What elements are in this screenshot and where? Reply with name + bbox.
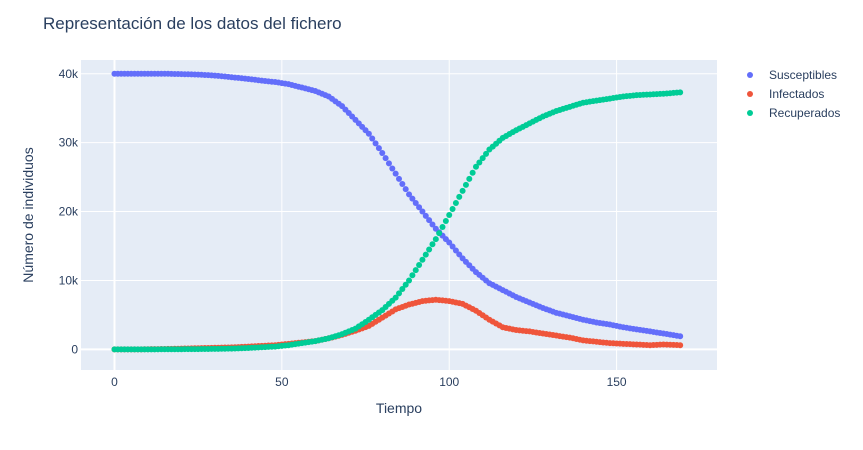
point-susceptibles: [375, 145, 382, 152]
point-recuperados: [472, 163, 479, 170]
point-recuperados: [422, 251, 429, 258]
point-infectados: [677, 342, 684, 349]
point-recuperados: [432, 236, 439, 243]
point-susceptibles: [385, 160, 392, 167]
series-recuperados: [111, 89, 684, 353]
point-susceptibles: [402, 186, 409, 193]
point-susceptibles: [419, 208, 426, 215]
point-susceptibles: [389, 165, 396, 172]
point-susceptibles: [429, 221, 436, 228]
point-recuperados: [419, 256, 426, 263]
legend[interactable]: Susceptibles Infectados Recuperados: [747, 68, 840, 120]
point-susceptibles: [452, 247, 459, 254]
point-recuperados: [442, 218, 449, 225]
point-recuperados: [426, 246, 433, 253]
point-recuperados: [416, 261, 423, 268]
x-tick-label: 150: [607, 375, 627, 389]
x-axis-ticks: 0 50 100 150: [111, 375, 627, 389]
point-susceptibles: [379, 150, 386, 156]
point-recuperados: [483, 150, 490, 157]
legend-label: Infectados: [769, 87, 824, 101]
y-tick-label: 40k: [59, 67, 79, 81]
legend-item-infectados[interactable]: Infectados: [747, 87, 824, 101]
x-tick-label: 100: [439, 375, 459, 389]
point-susceptibles: [677, 333, 684, 340]
point-recuperados: [399, 286, 406, 293]
point-susceptibles: [365, 130, 372, 137]
legend-label: Susceptibles: [769, 68, 837, 82]
point-recuperados: [456, 193, 463, 200]
legend-marker: [747, 72, 753, 78]
point-susceptibles: [372, 140, 379, 147]
point-susceptibles: [456, 251, 463, 258]
point-recuperados: [449, 205, 456, 212]
y-axis-label: Número de individuos: [20, 147, 36, 282]
point-susceptibles: [392, 170, 399, 177]
point-susceptibles: [382, 155, 389, 162]
point-susceptibles: [416, 204, 423, 211]
point-recuperados: [466, 175, 473, 182]
point-recuperados: [469, 169, 476, 176]
point-susceptibles: [409, 195, 416, 202]
chart-title: Representación de los datos del fichero: [43, 14, 342, 33]
y-tick-label: 10k: [59, 273, 79, 287]
point-susceptibles: [446, 239, 453, 246]
y-axis-ticks: 0 10k 20k 30k 40k: [59, 67, 79, 357]
point-susceptibles: [399, 181, 406, 187]
legend-marker: [747, 91, 753, 97]
point-susceptibles: [369, 135, 376, 142]
point-recuperados: [439, 224, 446, 231]
legend-item-recuperados[interactable]: Recuperados: [747, 106, 840, 120]
point-recuperados: [396, 290, 402, 297]
point-recuperados: [446, 212, 453, 218]
plot-area: [81, 60, 717, 370]
point-susceptibles: [426, 217, 433, 224]
point-recuperados: [479, 155, 486, 162]
point-susceptibles: [449, 243, 456, 250]
point-recuperados: [392, 294, 399, 301]
point-recuperados: [677, 89, 684, 96]
x-axis-label: Tiempo: [376, 400, 422, 416]
data-points: [111, 70, 684, 353]
y-tick-label: 0: [71, 342, 78, 356]
y-tick-label: 30k: [59, 136, 79, 150]
legend-item-susceptibles[interactable]: Susceptibles: [747, 68, 837, 82]
point-susceptibles: [406, 191, 413, 198]
point-recuperados: [406, 277, 413, 284]
point-recuperados: [402, 281, 409, 288]
point-recuperados: [436, 230, 443, 237]
point-susceptibles: [412, 199, 419, 206]
point-recuperados: [476, 159, 483, 166]
point-recuperados: [412, 267, 419, 274]
x-tick-label: 0: [111, 375, 118, 389]
series-susceptibles: [111, 70, 684, 340]
point-susceptibles: [422, 212, 429, 219]
point-susceptibles: [396, 175, 402, 182]
point-recuperados: [452, 199, 459, 206]
legend-label: Recuperados: [769, 106, 840, 120]
x-tick-label: 50: [275, 375, 289, 389]
y-tick-label: 20k: [59, 205, 79, 219]
point-recuperados: [459, 187, 466, 194]
point-recuperados: [462, 181, 469, 188]
legend-marker: [747, 110, 753, 116]
point-recuperados: [429, 241, 436, 248]
point-recuperados: [409, 272, 416, 279]
